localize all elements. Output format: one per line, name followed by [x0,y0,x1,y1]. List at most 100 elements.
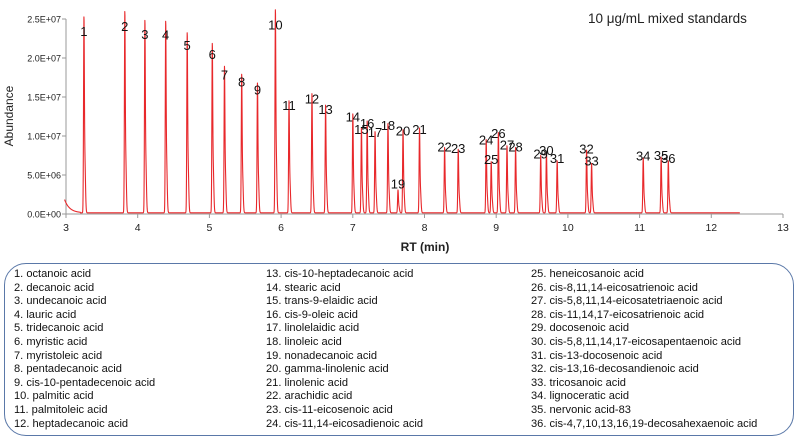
x-axis-ticks: 3 4 5 6 7 8 9 10 11 12 13 [63,214,789,234]
legend-item: 30. cis-5,8,11,14,17-eicosapentaenoic ac… [531,335,742,348]
legend-item: 25. heneicosanoic acid [531,268,644,280]
chart-annotation: 10 μg/mL mixed standards [588,11,747,26]
legend-item: 8. pentadecanoic acid [14,363,122,376]
x-tick-label: 4 [135,222,141,234]
legend-item: 4. lauric acid [14,308,77,321]
x-axis-label: RT (min) [401,240,450,254]
peak-label: 7 [221,68,228,83]
legend-item: 27. cis-5,8,11,14-eicosatetriaenoic acid [531,295,723,308]
peak-label: 29 [533,146,547,161]
peak-label: 36 [661,151,675,166]
x-tick-label: 5 [206,222,212,234]
legend-item: 1. octanoic acid [14,268,92,280]
peak-label: 22 [437,139,451,154]
legend-item: 2. decanoic acid [14,281,95,294]
legend-item: 26. cis-8,11,14-eicosatrienoic acid [531,281,698,294]
chromatogram-chart: 3 4 5 6 7 8 9 10 11 12 13 0.0E+005.0E+061.0E+071.5… [2,9,789,254]
peak-label: 16 [360,116,374,131]
peak-label: 14 [346,110,360,125]
peak-label: 17 [368,125,382,140]
legend-item: 35. nervonic acid-83 [531,403,631,416]
y-tick-label: 1.0E+07 [27,132,61,142]
peak-label: 30 [539,143,553,158]
chromatogram-trace [64,9,741,214]
peak-label: 11 [282,98,296,113]
peak-label: 19 [391,177,405,192]
legend-item: 21. linolenic acid [266,376,349,389]
legend-item: 32. cis-13,16-decosandienoic acid [531,363,699,376]
peak-label: 25 [484,152,498,167]
legend-item: 34. lignoceratic acid [531,390,630,403]
x-tick-label: 8 [422,222,428,234]
legend-item: 12. heptadecanoic acid [14,417,129,430]
x-tick-label: 10 [562,222,574,234]
peak-label: 35 [654,148,668,163]
peak-label: 33 [584,153,598,168]
peak-label: 3 [141,27,148,42]
peak-label: 5 [184,38,191,53]
legend-item: 16. cis-9-oleic acid [266,308,358,321]
legend-item: 24. cis-11,14-eicosadienoic acid [266,417,424,430]
y-axis-label: Abundance [2,85,16,146]
x-tick-label: 13 [777,222,789,234]
legend-item: 20. gamma-linolenic acid [266,363,389,376]
peak-label: 13 [318,102,332,117]
x-tick-label: 9 [493,222,499,234]
legend-item: 9. cis-10-pentadecenoic acid [14,376,156,389]
peak-label: 2 [121,19,128,34]
legend-item: 11. palmitoleic acid [14,403,108,416]
y-tick-label: 1.5E+07 [27,93,61,103]
legend-column-3: 25. heneicosanoic acid 26. cis-8,11,14-ei… [531,268,757,431]
peak-label: 12 [305,92,319,107]
legend-item: 17. linolelaidic acid [266,322,360,335]
legend-item: 5. tridecanoic acid [14,322,104,335]
peak-label: 4 [162,28,169,43]
x-tick-label: 7 [350,222,356,234]
legend-item: 3. undecanoic acid [14,295,107,308]
legend-item: 15. trans-9-elaidic acid [266,295,378,308]
x-tick-label: 3 [63,222,69,234]
peak-label: 10 [268,18,282,33]
legend-item: 23. cis-11-eicosenoic acid [266,403,393,416]
legend-item: 13. cis-10-heptadecanoic acid [266,268,414,280]
y-tick-label: 2.5E+07 [27,15,61,25]
legend-item: 31. cis-13-docosenoic acid [531,349,663,362]
peak-label: 26 [491,126,505,141]
peak-label: 27 [500,138,514,153]
y-tick-label: 2.0E+07 [27,54,61,64]
peak-label: 1 [80,24,87,39]
x-tick-label: 11 [634,222,645,234]
legend-box [4,263,794,436]
peak-label: 31 [550,151,564,166]
legend-item: 28. cis-11,14,17-eicosatrienoic acid [531,308,705,321]
legend-item: 36. cis-4,7,10,13,16,19-decosahexaenoic … [531,417,758,430]
legend-item: 33. tricosanoic acid [531,376,626,389]
peak-label: 8 [238,75,245,90]
peak-label: 21 [412,122,426,137]
y-tick-label: 5.0E+06 [27,171,61,181]
x-tick-label: 12 [705,222,717,234]
legend-item: 6. myristic acid [14,335,88,348]
peak-label: 28 [508,139,522,154]
peak-label: 34 [636,149,650,164]
legend-item: 22. arachidic acid [266,390,353,403]
legend-item: 18. linoleic acid [266,335,342,348]
peak-label: 6 [209,47,216,62]
legend-column-1: 1. octanoic acid 2. decanoic acid 3. undec… [14,268,155,431]
x-tick-label: 6 [278,222,284,234]
legend-item: 29. docosenoic acid [531,322,630,335]
peak-label: 20 [396,124,410,139]
peak-label: 15 [354,122,368,137]
peak-label: 24 [479,132,493,147]
legend-item: 19. nonadecanoic acid [266,349,378,362]
legend-item: 10. palmitic acid [14,390,94,403]
peak-label: 23 [451,141,465,156]
legend-column-2: 13. cis-10-heptadecanoic acid 14. stearic… [266,268,423,431]
peak-label: 32 [579,142,593,157]
y-axis-ticks: 0.0E+00 5.0E+06 1.0E+07 1.5E+07 2.0E+07 2.5E+… [27,15,66,220]
legend-item: 7. myristoleic acid [14,349,103,362]
legend-item: 14. stearic acid [266,281,341,294]
peak-label: 9 [254,82,261,97]
y-tick-label: 0.0E+00 [27,210,61,220]
